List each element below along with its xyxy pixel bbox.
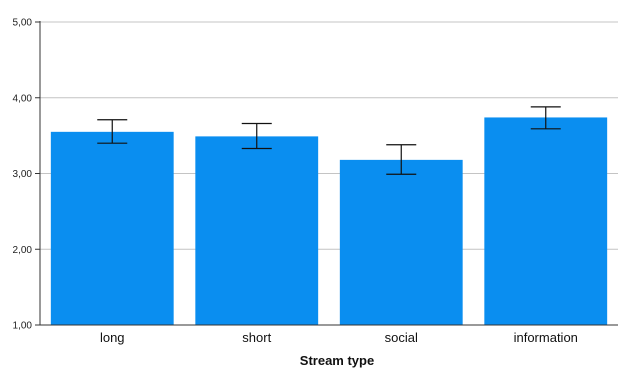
bar [339,159,463,325]
x-axis-labels: long short social information [100,330,578,345]
y-tick-label: 4,00 [13,93,33,104]
bar [195,136,319,325]
y-tick-label: 3,00 [13,169,33,180]
x-tick-label: social [385,330,418,345]
x-tick-label: information [514,330,578,345]
bar [484,117,608,325]
y-tick-label: 5,00 [13,18,33,29]
axes [39,21,618,326]
y-axis-ticks: 1,00 2,00 3,00 4,00 5,00 [13,18,40,332]
x-tick-label: long [100,330,125,345]
x-axis-title: Stream type [300,353,374,368]
x-tick-label: short [242,330,271,345]
y-tick-label: 2,00 [13,245,33,256]
error-bars [97,106,561,175]
bars [50,117,608,325]
y-tick-label: 1,00 [13,321,33,332]
bar [50,131,174,325]
